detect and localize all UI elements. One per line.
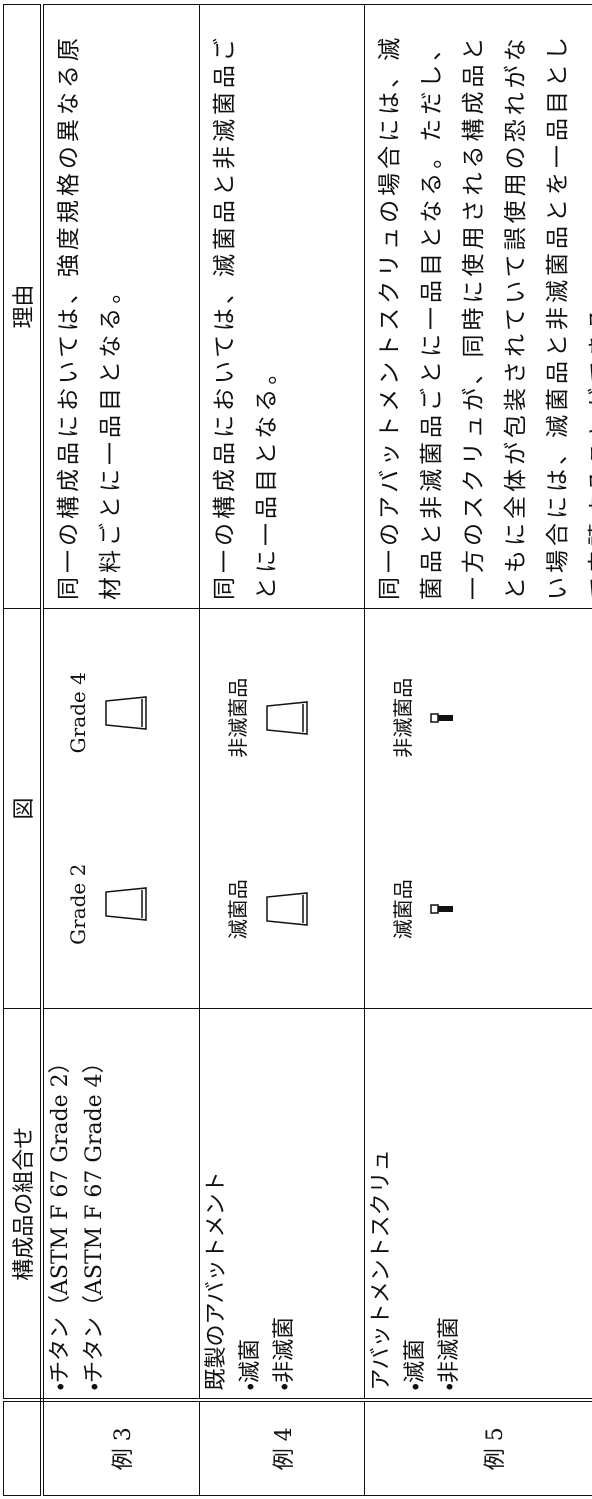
row-label: 例 3 [42,1400,199,1496]
figure: Grade 2 Grade 4 [42,608,199,1009]
abutment-icon [265,700,308,735]
figure-label: Grade 4 [66,672,90,754]
table: 構成品の組合せ 図 理由 例 3 ・チタン（ASTM F 67 Grade 2）… [3,4,592,1496]
header-row: 構成品の組合せ 図 理由 [3,4,42,1496]
reason: 同一の構成品においては、強度規格の異なる原材料ごとに一品目となる。 [42,4,199,609]
reason: 同一の構成品においては、滅菌品と非滅菌品ごとに一品目となる。 [199,4,364,609]
item: ・滅菌 [402,1339,428,1391]
item: ・非滅菌 [271,1317,297,1391]
header-cell: 構成品の組合せ [3,1008,42,1401]
items: アバットメントスクリュ ・滅菌 ・非滅菌 [364,1008,592,1401]
item: アバットメントスクリュ [368,1149,394,1391]
row: 例 4 既製のアバットメント ・滅菌 ・非滅菌 滅菌品 非滅菌品 同一の構成品におい… [199,4,364,1496]
screw-icon [429,713,453,723]
header-cell: 図 [3,608,42,1009]
row-label: 例 4 [199,1400,364,1496]
figure-label: 非滅菌品 [390,677,415,758]
row: 例 3 ・チタン（ASTM F 67 Grade 2） ・チタン（ASTM F 6… [42,4,199,1496]
figure-label: 滅菌品 [225,879,250,940]
row: 例 5 アバットメントスクリュ ・滅菌 ・非滅菌 滅菌品 非滅菌品 同一のアバットメ… [364,4,592,1496]
item: ・滅菌 [237,1339,263,1391]
reason: 同一のアバットメントスクリュの場合には、滅菌品と非滅菌品ごとに一品目となる。ただ… [364,4,592,609]
figure-label: Grade 2 [66,863,90,945]
row-label: 例 5 [364,1400,592,1496]
item: ・チタン（ASTM F 67 Grade 4） [82,1051,107,1391]
figure-label: 滅菌品 [390,879,415,940]
figure: 滅菌品 非滅菌品 [199,608,364,1009]
screw-icon [429,904,453,914]
abutment-icon [105,695,147,730]
abutment-icon [105,887,147,922]
abutment-icon [265,892,308,927]
header-cell: 理由 [3,4,42,609]
items: ・チタン（ASTM F 67 Grade 2） ・チタン（ASTM F 67 Gr… [42,1008,199,1401]
figure-label: 非滅菌品 [225,677,250,758]
items: 既製のアバットメント ・滅菌 ・非滅菌 [199,1008,364,1401]
item: ・非滅菌 [436,1317,462,1391]
item: ・チタン（ASTM F 67 Grade 2） [48,1051,73,1391]
header-cell [3,1400,42,1496]
item: 既製のアバットメント [203,1171,229,1391]
figure: 滅菌品 非滅菌品 [364,608,592,1009]
